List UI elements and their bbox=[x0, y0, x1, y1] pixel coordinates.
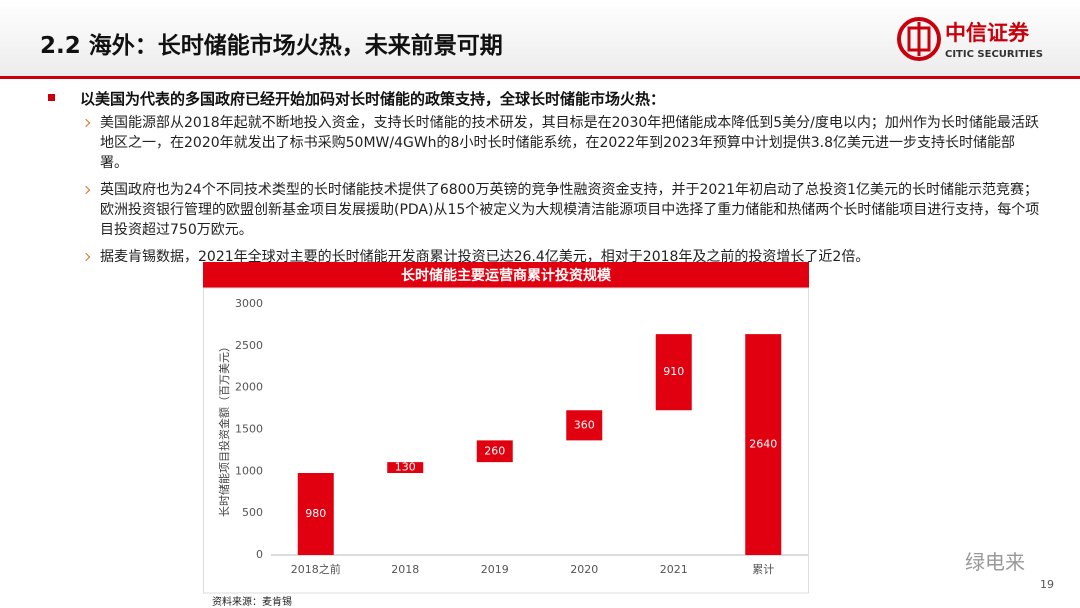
sub-bullets: 美国能源部从2018年起就不断地投入资金，支持长时储能的技术研发，其目标是在20… bbox=[100, 113, 1040, 274]
value-label: 360 bbox=[574, 418, 595, 431]
page-number: 19 bbox=[1040, 578, 1054, 591]
chart: 长时储能主要运营商累计投资规模 长时储能项目投资金额（百万美元） 0 500 100… bbox=[203, 262, 809, 594]
y-axis-title: 长时储能项目投资金额（百万美元） bbox=[217, 341, 231, 517]
value-label: 2640 bbox=[749, 438, 777, 451]
logo-cn: 中信证券 bbox=[945, 21, 1030, 45]
y-tick-label: 3000 bbox=[235, 297, 263, 310]
header: 2.2 海外：长时储能市场火热，未来前景可期 中信证券 CITIC SECURI… bbox=[0, 0, 1080, 79]
main-bullet: 以美国为代表的多国政府已经开始加码对长时储能的政策支持，全球长时储能市场火热： bbox=[47, 90, 666, 108]
bar bbox=[566, 410, 603, 441]
y-tick-label: 500 bbox=[242, 506, 263, 519]
bar bbox=[476, 440, 513, 463]
x-tick-label: 2018之前 bbox=[291, 562, 341, 576]
value-label: 130 bbox=[395, 461, 416, 474]
value-label: 980 bbox=[305, 507, 326, 520]
bar bbox=[297, 473, 334, 555]
slide-title: 2.2 海外：长时储能市场火热，未来前景可期 bbox=[40, 33, 503, 59]
bar bbox=[655, 334, 692, 411]
y-tick-label: 0 bbox=[256, 548, 263, 561]
y-tick-label: 2000 bbox=[235, 381, 263, 394]
value-label: 910 bbox=[663, 365, 684, 378]
value-label: 260 bbox=[484, 444, 505, 457]
chart-title: 长时储能主要运营商累计投资规模 bbox=[401, 267, 612, 284]
x-tick-label: 累计 bbox=[752, 563, 774, 576]
bar bbox=[745, 334, 782, 555]
x-tick-label: 2019 bbox=[481, 563, 509, 576]
chart-title-bar bbox=[203, 262, 809, 288]
y-tick-label: 1000 bbox=[235, 464, 263, 477]
chart-frame bbox=[203, 287, 809, 594]
x-tick-label: 2021 bbox=[660, 563, 688, 576]
sub-bullet: 美国能源部从2018年起就不断地投入资金，支持长时储能的技术研发，其目标是在20… bbox=[100, 115, 1039, 171]
logo-en: CITIC SECURITIES bbox=[945, 49, 1043, 60]
x-tick-label: 2020 bbox=[570, 563, 598, 576]
bar bbox=[387, 462, 424, 474]
source: 资料来源：麦肯锡 bbox=[212, 597, 292, 608]
y-tick-label: 2500 bbox=[235, 339, 263, 352]
watermark: 绿电来 bbox=[965, 550, 1025, 574]
logo: 中信证券 CITIC SECURITIES bbox=[897, 17, 1043, 61]
x-tick-label: 2018 bbox=[391, 563, 419, 576]
sub-bullet: 英国政府也为24个不同技术类型的长时储能技术提供了6800万英镑的竞争性融资资金… bbox=[100, 182, 1040, 238]
sub-bullet: 据麦肯锡数据，2021年全球对主要的长时储能开发商累计投资已达26.4亿美元，相… bbox=[100, 247, 1040, 267]
y-tick-label: 1500 bbox=[235, 423, 263, 436]
